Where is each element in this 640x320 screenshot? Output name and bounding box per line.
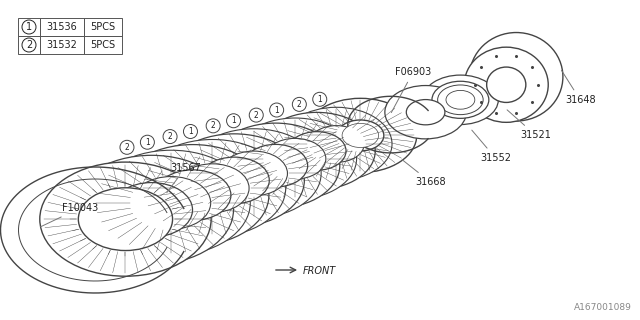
Circle shape xyxy=(206,119,220,133)
Text: 2: 2 xyxy=(297,100,301,109)
Text: 31552: 31552 xyxy=(472,130,511,163)
Text: F10043: F10043 xyxy=(40,203,99,227)
Ellipse shape xyxy=(308,126,364,162)
Text: 1: 1 xyxy=(145,138,150,147)
Bar xyxy=(40,18,84,36)
Circle shape xyxy=(249,108,263,122)
Ellipse shape xyxy=(220,151,287,196)
Ellipse shape xyxy=(176,164,249,212)
Ellipse shape xyxy=(132,177,211,229)
Text: 1: 1 xyxy=(188,127,193,136)
Bar xyxy=(84,36,122,54)
Ellipse shape xyxy=(432,81,489,118)
Circle shape xyxy=(140,135,154,149)
Text: 31532: 31532 xyxy=(47,40,77,50)
Ellipse shape xyxy=(259,112,375,189)
Ellipse shape xyxy=(92,150,250,256)
Ellipse shape xyxy=(199,157,269,204)
Ellipse shape xyxy=(486,67,526,102)
Ellipse shape xyxy=(470,33,563,121)
Bar xyxy=(40,36,84,54)
Ellipse shape xyxy=(281,107,392,181)
Bar xyxy=(18,36,40,54)
Ellipse shape xyxy=(78,188,173,251)
Text: 5PCS: 5PCS xyxy=(90,40,116,50)
Ellipse shape xyxy=(164,134,305,227)
Ellipse shape xyxy=(186,129,321,218)
Text: 31648: 31648 xyxy=(561,70,596,105)
Text: 5PCS: 5PCS xyxy=(90,22,116,32)
Circle shape xyxy=(163,130,177,144)
Ellipse shape xyxy=(491,52,542,101)
Text: 31567: 31567 xyxy=(166,163,201,193)
Ellipse shape xyxy=(243,144,308,187)
Circle shape xyxy=(269,103,284,117)
Bar xyxy=(18,18,40,36)
Ellipse shape xyxy=(385,85,467,139)
Ellipse shape xyxy=(139,140,285,237)
Ellipse shape xyxy=(211,123,340,208)
Text: 2: 2 xyxy=(125,143,129,152)
Bar xyxy=(84,18,122,36)
Text: 2: 2 xyxy=(168,132,172,141)
Text: F06903: F06903 xyxy=(391,67,431,113)
Text: FRONT: FRONT xyxy=(303,266,336,276)
Circle shape xyxy=(292,97,307,111)
Text: 31536: 31536 xyxy=(47,22,77,32)
Ellipse shape xyxy=(446,91,475,109)
Ellipse shape xyxy=(264,138,326,179)
Text: 2: 2 xyxy=(26,40,32,50)
Circle shape xyxy=(313,92,327,106)
Text: 1: 1 xyxy=(275,106,279,115)
Ellipse shape xyxy=(40,162,211,276)
Ellipse shape xyxy=(111,183,193,237)
Ellipse shape xyxy=(234,118,356,199)
Ellipse shape xyxy=(406,100,445,125)
Ellipse shape xyxy=(70,155,234,264)
Text: 1: 1 xyxy=(26,22,32,32)
Ellipse shape xyxy=(117,145,269,246)
Circle shape xyxy=(227,114,241,128)
Text: 2: 2 xyxy=(211,121,216,130)
Circle shape xyxy=(120,140,134,154)
Text: 31668: 31668 xyxy=(402,160,445,187)
Ellipse shape xyxy=(287,132,346,170)
Ellipse shape xyxy=(342,124,379,148)
Text: A167001089: A167001089 xyxy=(574,303,632,312)
Text: 2: 2 xyxy=(254,111,259,120)
Circle shape xyxy=(184,124,198,139)
Text: 1: 1 xyxy=(317,95,322,104)
Ellipse shape xyxy=(304,98,417,172)
Ellipse shape xyxy=(422,75,499,124)
Ellipse shape xyxy=(438,85,483,115)
Ellipse shape xyxy=(155,170,231,220)
Ellipse shape xyxy=(337,120,384,151)
Text: 1: 1 xyxy=(231,116,236,125)
Ellipse shape xyxy=(464,47,548,122)
Text: 31521: 31521 xyxy=(507,110,551,140)
